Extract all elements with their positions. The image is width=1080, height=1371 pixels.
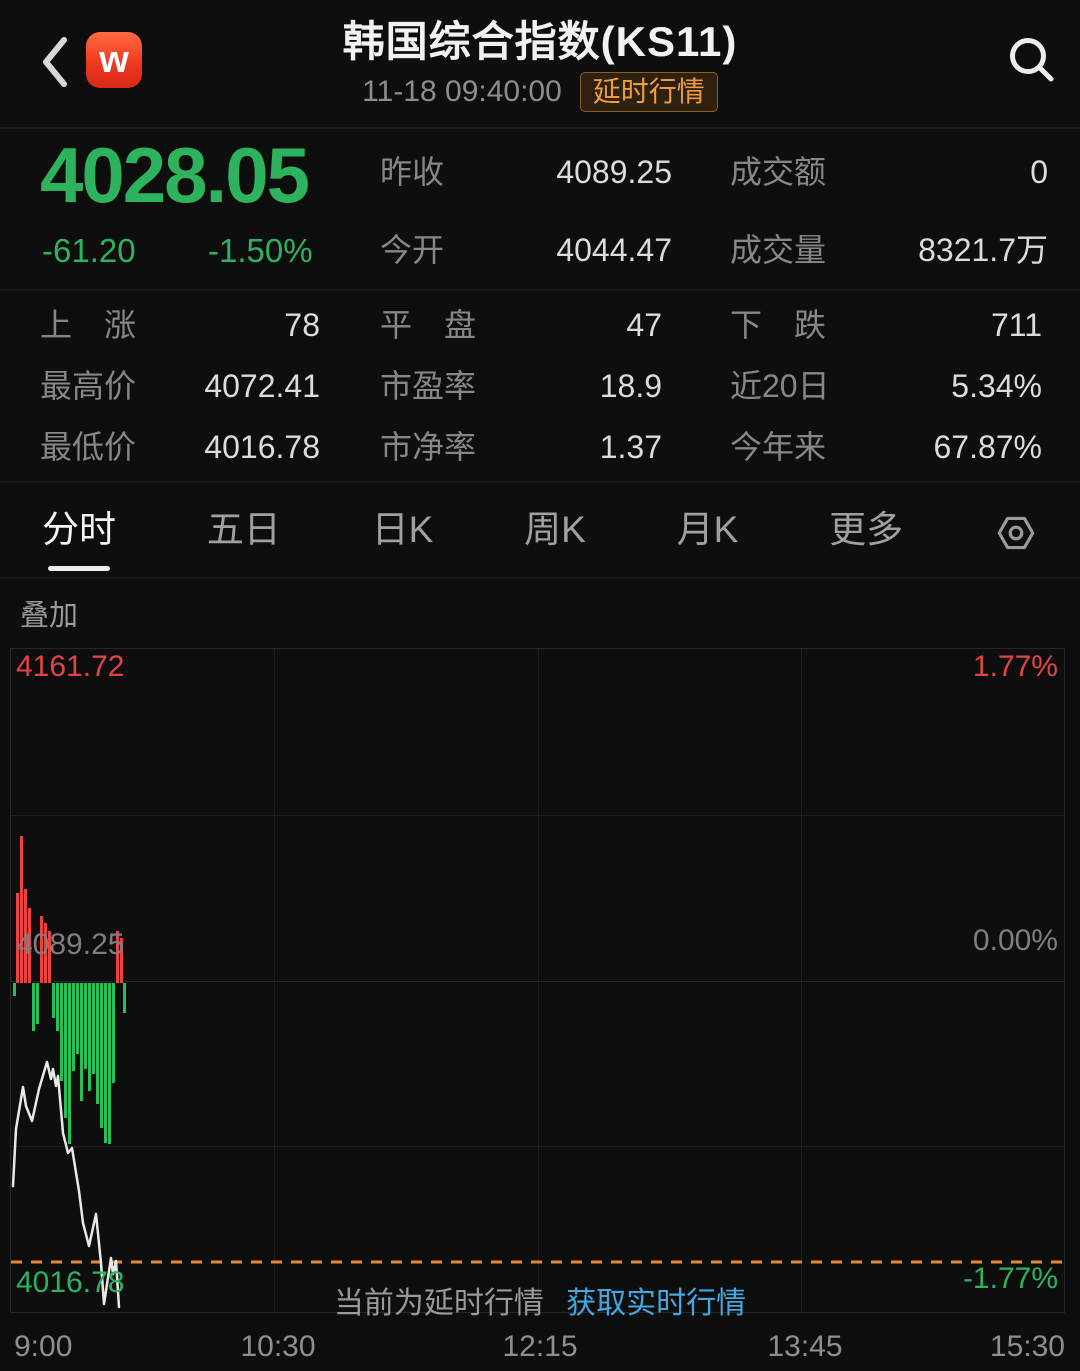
y-label-low-pct: -1.77% [962,1262,1058,1295]
x-tick: 15:30 [989,1330,1065,1363]
price-change-row: -61.20 -1.50% [42,232,374,270]
tab-更多[interactable]: 更多 [829,509,904,550]
x-tick: 9:00 [14,1330,73,1363]
x-tick: 10:30 [240,1330,316,1363]
stat-value: 5.34% [951,368,1042,404]
stat-label: 上 涨 [40,307,137,343]
quote-label: 今开 [380,232,445,268]
stat-label: 今年来 [730,429,827,465]
x-tick: 13:45 [767,1330,843,1363]
quote-label: 成交量 [730,232,827,268]
stat-label: 下 跌 [730,307,827,343]
stat-value: 47 [626,307,662,343]
y-label-zero-pct: 0.00% [972,924,1058,957]
stat-value: 78 [284,307,320,343]
quote-time-row: 11-18 09:40:00 延时行情 [0,72,1080,112]
stat-value: 67.87% [933,429,1042,465]
quote-value: 4089.25 [556,154,672,190]
back-button[interactable] [38,34,72,90]
quote-value: 8321.7万 [918,232,1048,268]
chart-settings-icon[interactable] [994,512,1038,554]
tab-五日[interactable]: 五日 [206,509,281,550]
tab-周K[interactable]: 周K [524,509,586,550]
stat-label: 最低价 [40,429,137,465]
stat-label: 最高价 [40,368,137,404]
last-price: 4028.05 [40,131,310,219]
delay-notice-text: 当前为延时行情 [333,1287,544,1320]
stat-label: 近20日 [730,368,830,404]
delay-notice-row: 当前为延时行情 获取实时行情 [0,1278,1080,1322]
price-line [11,1060,121,1309]
tab-日K[interactable]: 日K [371,509,434,550]
intraday-chart-plot[interactable] [11,649,1066,1314]
stat-value: 4072.41 [204,368,320,404]
stat-value: 1.37 [599,429,662,465]
stat-label: 市净率 [380,429,477,465]
tab-月K[interactable]: 月K [676,509,739,550]
stat-label: 市盈率 [380,368,477,404]
chart-tab-bar: 分时 五日 日K 周K 月K 更多 [0,483,1080,577]
price-change: -61.20 [42,232,136,269]
quote-label: 昨收 [380,154,445,190]
stat-value: 711 [990,307,1042,343]
y-label-low: 4016.78 [16,1266,125,1299]
y-label-high-pct: 1.77% [972,650,1058,683]
wind-logo-letter: w [99,39,129,81]
x-tick: 12:15 [502,1330,578,1363]
y-label-high: 4161.72 [16,650,125,683]
stat-value: 4016.78 [204,429,320,465]
tab-分时[interactable]: 分时 [42,485,116,575]
stat-label: 平 盘 [380,307,477,343]
intraday-chart[interactable] [10,648,1066,1314]
price-change-pct: -1.50% [208,232,313,269]
quote-label: 成交额 [730,154,827,190]
overlay-button[interactable]: 叠加 [20,600,79,632]
page-title: 韩国综合指数(KS11) [342,18,738,65]
quote-value: 0 [1030,154,1048,190]
wind-app-logo[interactable]: w [86,32,142,88]
search-button[interactable] [1006,34,1058,86]
x-axis: 9:00 10:30 12:15 13:45 15:30 [0,1330,1080,1371]
delayed-quote-badge: 延时行情 [579,72,718,112]
get-realtime-link[interactable]: 获取实时行情 [566,1287,747,1320]
quote-timestamp: 11-18 09:40:00 [362,75,562,108]
stat-value: 18.9 [599,368,662,404]
y-label-prevclose: 4089.25 [16,928,125,961]
quote-value: 4044.47 [556,232,672,268]
